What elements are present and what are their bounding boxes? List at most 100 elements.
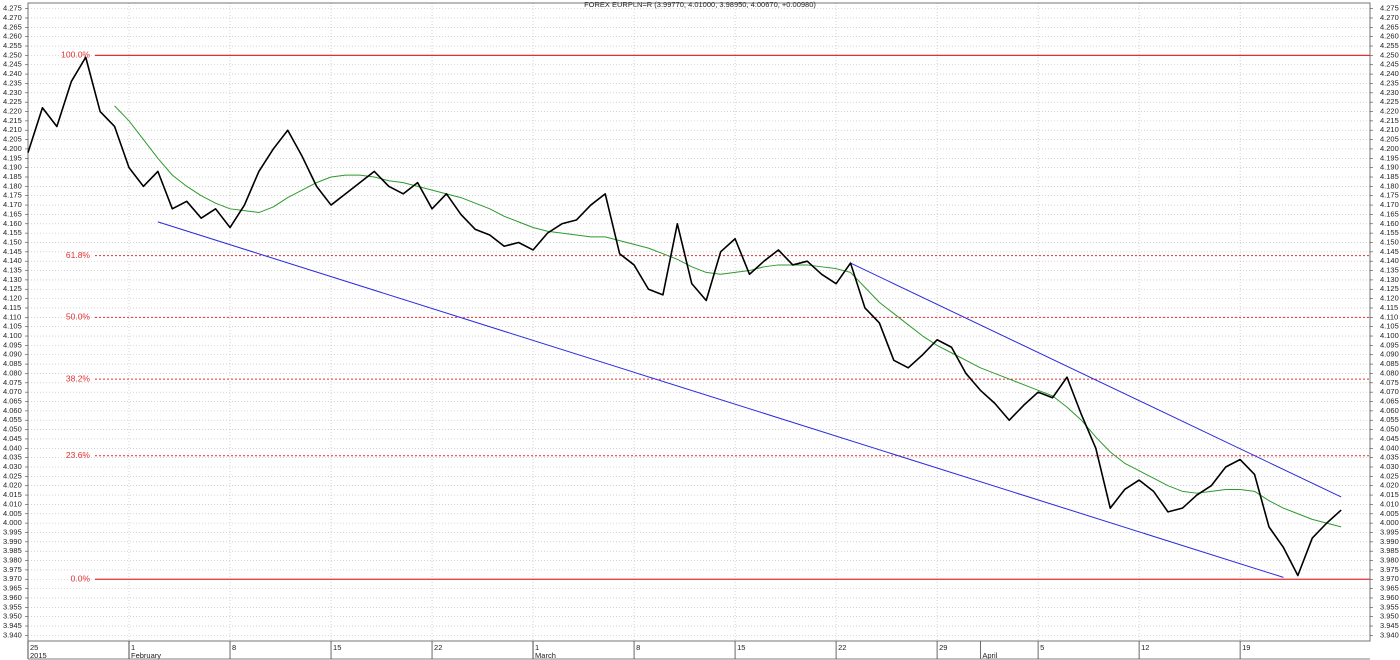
y-tick-label: 3.955 <box>1380 602 1399 611</box>
y-tick-label: 4.230 <box>3 88 22 97</box>
y-tick-label: 4.260 <box>1380 32 1399 41</box>
y-tick-label: 4.240 <box>3 69 22 78</box>
y-tick-label: 3.955 <box>3 602 22 611</box>
y-tick-label: 4.020 <box>1380 481 1399 490</box>
y-tick-label: 4.240 <box>1380 69 1399 78</box>
y-tick-label: 4.275 <box>1380 4 1399 13</box>
y-tick-label: 4.190 <box>3 163 22 172</box>
y-tick-label: 4.150 <box>1380 237 1399 246</box>
y-tick-label: 4.145 <box>3 247 22 256</box>
y-tick-label: 4.200 <box>3 144 22 153</box>
fib-label: 50.0% <box>66 312 91 322</box>
y-tick-label: 4.100 <box>3 331 22 340</box>
x-tick-label: 12 <box>1141 643 1149 652</box>
y-tick-label: 3.960 <box>1380 593 1399 602</box>
y-tick-label: 4.025 <box>3 471 22 480</box>
y-tick-label: 4.245 <box>3 60 22 69</box>
fib-label: 38.2% <box>66 373 91 383</box>
y-tick-label: 3.990 <box>3 537 22 546</box>
y-tick-label: 4.015 <box>1380 490 1399 499</box>
y-tick-label: 3.995 <box>1380 527 1399 536</box>
y-tick-label: 4.105 <box>1380 322 1399 331</box>
y-tick-label: 4.005 <box>3 509 22 518</box>
y-tick-label: 4.055 <box>1380 415 1399 424</box>
y-tick-label: 4.070 <box>3 387 22 396</box>
month-label: 2015 <box>30 651 47 660</box>
y-tick-label: 4.030 <box>1380 462 1399 471</box>
y-tick-label: 4.055 <box>3 415 22 424</box>
trend-line <box>850 262 1342 498</box>
y-tick-label: 4.070 <box>1380 387 1399 396</box>
y-tick-label: 4.090 <box>3 350 22 359</box>
y-tick-label: 4.250 <box>1380 50 1399 59</box>
y-tick-label: 4.165 <box>1380 209 1399 218</box>
y-tick-label: 3.940 <box>3 630 22 639</box>
y-tick-label: 4.230 <box>1380 88 1399 97</box>
y-tick-label: 4.060 <box>3 406 22 415</box>
x-tick-label: 15 <box>737 643 745 652</box>
y-tick-label: 4.255 <box>1380 41 1399 50</box>
y-tick-label: 4.095 <box>3 340 22 349</box>
y-tick-label: 4.040 <box>1380 443 1399 452</box>
y-tick-label: 3.965 <box>3 584 22 593</box>
y-tick-label: 3.975 <box>1380 565 1399 574</box>
y-tick-label: 4.160 <box>3 219 22 228</box>
y-tick-label: 3.985 <box>1380 546 1399 555</box>
y-tick-label: 4.035 <box>1380 453 1399 462</box>
y-tick-label: 4.090 <box>1380 350 1399 359</box>
y-tick-label: 4.270 <box>1380 13 1399 22</box>
y-tick-label: 4.105 <box>3 322 22 331</box>
y-tick-label: 4.000 <box>1380 518 1399 527</box>
y-tick-label: 4.120 <box>3 294 22 303</box>
y-tick-label: 4.265 <box>3 22 22 31</box>
y-tick-label: 4.010 <box>3 499 22 508</box>
y-tick-label: 3.975 <box>3 565 22 574</box>
y-tick-label: 4.000 <box>3 518 22 527</box>
y-tick-label: 4.085 <box>3 359 22 368</box>
y-tick-label: 3.980 <box>1380 556 1399 565</box>
y-tick-label: 4.005 <box>1380 509 1399 518</box>
y-tick-label: 4.245 <box>1380 60 1399 69</box>
y-tick-label: 3.980 <box>3 556 22 565</box>
y-tick-label: 4.235 <box>3 78 22 87</box>
plot-frame <box>27 2 1371 642</box>
y-tick-label: 4.215 <box>3 116 22 125</box>
fib-label: 23.6% <box>66 450 91 460</box>
x-tick-label: 8 <box>636 643 640 652</box>
chart-title: FOREX EURPLN=R (3.99770, 4.01000, 3.9895… <box>584 0 816 9</box>
y-tick-label: 4.140 <box>1380 256 1399 265</box>
y-tick-label: 3.970 <box>1380 574 1399 583</box>
y-tick-label: 4.050 <box>3 425 22 434</box>
y-tick-label: 3.940 <box>1380 630 1399 639</box>
y-tick-label: 3.985 <box>3 546 22 555</box>
y-tick-label: 4.195 <box>3 153 22 162</box>
y-tick-label: 4.130 <box>1380 275 1399 284</box>
y-tick-label: 4.185 <box>3 172 22 181</box>
y-tick-label: 4.020 <box>3 481 22 490</box>
y-tick-label: 4.065 <box>3 397 22 406</box>
x-tick-label: 1 <box>535 643 539 652</box>
y-tick-label: 4.225 <box>1380 97 1399 106</box>
y-tick-label: 3.945 <box>3 621 22 630</box>
y-tick-label: 4.125 <box>3 284 22 293</box>
y-tick-label: 4.270 <box>3 13 22 22</box>
y-tick-label: 4.210 <box>3 125 22 134</box>
y-tick-label: 4.015 <box>3 490 22 499</box>
y-tick-label: 4.205 <box>1380 135 1399 144</box>
y-tick-label: 4.175 <box>3 191 22 200</box>
series-line <box>114 105 1342 528</box>
y-tick-label: 3.995 <box>3 527 22 536</box>
y-tick-label: 4.050 <box>1380 425 1399 434</box>
month-label: February <box>131 651 161 660</box>
y-tick-label: 4.115 <box>3 303 21 312</box>
y-tick-label: 4.160 <box>1380 219 1399 228</box>
y-tick-label: 4.135 <box>3 266 22 275</box>
month-label: March <box>535 651 556 660</box>
y-tick-label: 4.235 <box>1380 78 1399 87</box>
y-tick-label: 4.065 <box>1380 397 1399 406</box>
y-tick-label: 4.165 <box>3 209 22 218</box>
y-tick-label: 3.970 <box>3 574 22 583</box>
y-tick-label: 4.210 <box>1380 125 1399 134</box>
y-tick-label: 3.990 <box>1380 537 1399 546</box>
